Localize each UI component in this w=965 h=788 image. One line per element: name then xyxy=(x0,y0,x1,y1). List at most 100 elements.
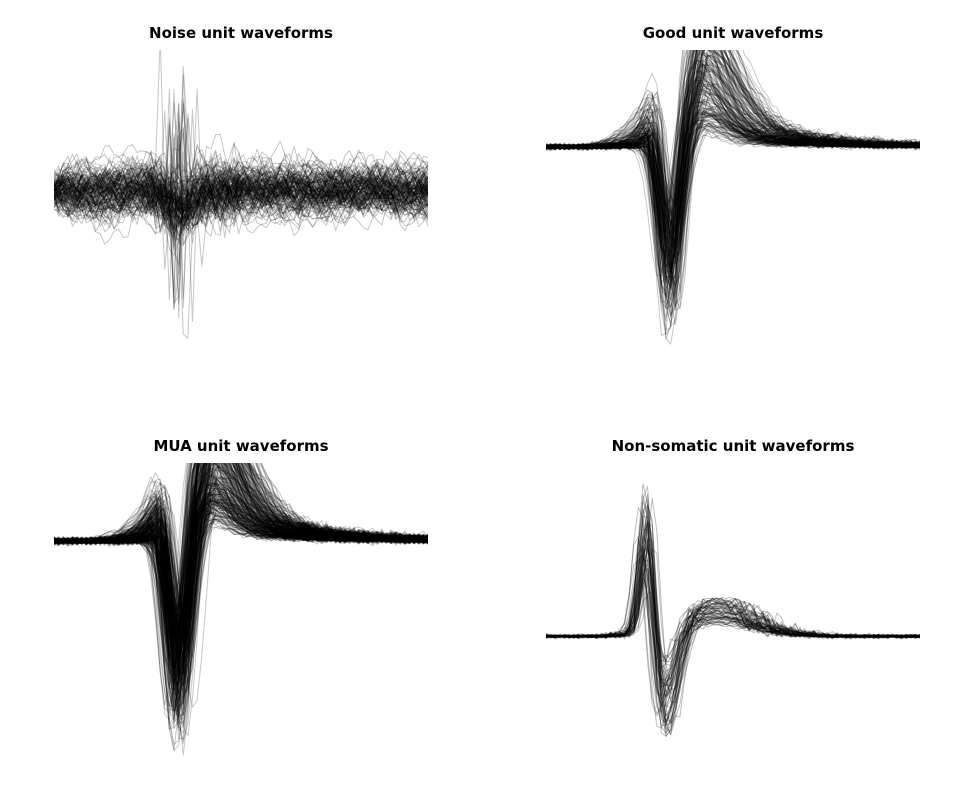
waveform-trace xyxy=(546,114,920,316)
waveform-trace xyxy=(546,51,920,208)
waveform-trace xyxy=(54,463,428,658)
waveform-trace xyxy=(54,463,428,665)
waveform-trace xyxy=(54,505,428,647)
waveform-trace xyxy=(54,463,428,626)
waveform-trace xyxy=(546,114,920,267)
waveform-trace xyxy=(54,145,428,217)
waveform-trace xyxy=(54,463,428,655)
waveform-trace xyxy=(54,163,428,227)
waveform-trace xyxy=(54,515,428,638)
waveform-trace xyxy=(54,463,428,687)
waveform-trace xyxy=(54,463,428,628)
waveform-trace xyxy=(54,463,428,675)
waveform-trace xyxy=(546,50,920,202)
waveform-trace xyxy=(546,113,920,288)
waveform-trace xyxy=(54,470,428,729)
waveform-trace xyxy=(546,114,920,254)
waveform-trace xyxy=(546,82,920,306)
waveform-trace xyxy=(546,93,920,237)
waveform-trace xyxy=(54,463,428,685)
waveform-trace xyxy=(54,166,428,231)
waveform-trace xyxy=(54,517,428,657)
waveform-trace xyxy=(54,132,428,221)
waveform-trace xyxy=(546,486,920,680)
waveform-trace xyxy=(54,169,428,213)
waveform-trace xyxy=(54,463,428,649)
waveform-trace xyxy=(54,170,428,211)
waveform-trace xyxy=(54,161,428,217)
waveform-trace xyxy=(54,463,428,670)
waveform-trace xyxy=(54,463,428,716)
waveform-trace xyxy=(546,54,920,287)
waveform-trace xyxy=(54,515,428,646)
waveform-trace xyxy=(546,121,920,236)
waveform-trace xyxy=(54,463,428,635)
waveform-trace xyxy=(54,467,428,615)
waveform-trace xyxy=(54,161,428,230)
waveform-trace xyxy=(546,81,920,272)
waveform-trace xyxy=(54,463,428,676)
waveform-trace xyxy=(54,482,428,675)
waveform-trace xyxy=(54,483,428,641)
waveform-trace xyxy=(54,172,428,229)
waveform-trace xyxy=(546,50,920,237)
waveform-trace xyxy=(54,157,428,220)
waveform-trace xyxy=(546,111,920,290)
waveform-trace xyxy=(54,97,428,226)
waveform-trace xyxy=(54,158,428,220)
waveform-trace xyxy=(546,108,920,299)
waveform-trace xyxy=(54,164,428,227)
waveform-trace xyxy=(546,115,920,274)
waveform-trace xyxy=(54,167,428,234)
waveform-trace xyxy=(546,50,920,257)
waveform-trace xyxy=(546,77,920,284)
waveform-trace xyxy=(54,463,428,673)
non-somatic-unit-title: Non-somatic unit waveforms xyxy=(611,437,855,455)
waveform-trace xyxy=(54,155,428,239)
waveform-trace xyxy=(54,463,428,725)
waveform-trace xyxy=(546,66,920,220)
waveform-trace xyxy=(546,50,920,216)
waveform-traces xyxy=(54,50,428,339)
waveform-trace xyxy=(54,158,428,221)
waveform-trace xyxy=(546,50,920,294)
waveform-trace xyxy=(54,159,428,227)
waveform-trace xyxy=(546,55,920,208)
waveform-trace xyxy=(54,502,428,701)
waveform-trace xyxy=(546,89,920,284)
waveform-trace xyxy=(546,50,920,227)
waveform-trace xyxy=(54,525,428,644)
waveform-trace xyxy=(54,166,428,221)
waveform-trace xyxy=(54,501,428,641)
waveform-trace xyxy=(546,118,920,327)
waveform-trace xyxy=(54,488,428,651)
waveform-trace xyxy=(54,463,428,658)
waveform-trace xyxy=(546,50,920,255)
waveform-trace xyxy=(54,162,428,233)
waveform-trace xyxy=(546,101,920,292)
waveform-trace xyxy=(546,114,920,271)
waveform-trace xyxy=(546,572,920,727)
waveform-trace xyxy=(54,463,428,598)
waveform-trace xyxy=(54,463,428,646)
waveform-trace xyxy=(54,501,428,659)
waveform-trace xyxy=(54,501,428,659)
waveform-trace xyxy=(54,463,428,741)
waveform-trace xyxy=(54,463,428,628)
waveform-trace xyxy=(54,153,428,217)
waveform-trace xyxy=(54,498,428,651)
waveform-trace xyxy=(54,156,428,227)
waveform-trace xyxy=(546,82,920,298)
waveform-trace xyxy=(546,50,920,309)
waveform-trace xyxy=(54,165,428,275)
waveform-trace xyxy=(546,50,920,280)
waveform-trace xyxy=(546,64,920,267)
waveform-trace xyxy=(54,463,428,638)
waveform-trace xyxy=(54,463,428,658)
waveform-trace xyxy=(54,514,428,700)
waveform-trace xyxy=(54,483,428,752)
waveform-trace xyxy=(54,463,428,670)
waveform-trace xyxy=(546,505,920,732)
waveform-trace xyxy=(54,176,428,236)
waveform-trace xyxy=(54,463,428,712)
